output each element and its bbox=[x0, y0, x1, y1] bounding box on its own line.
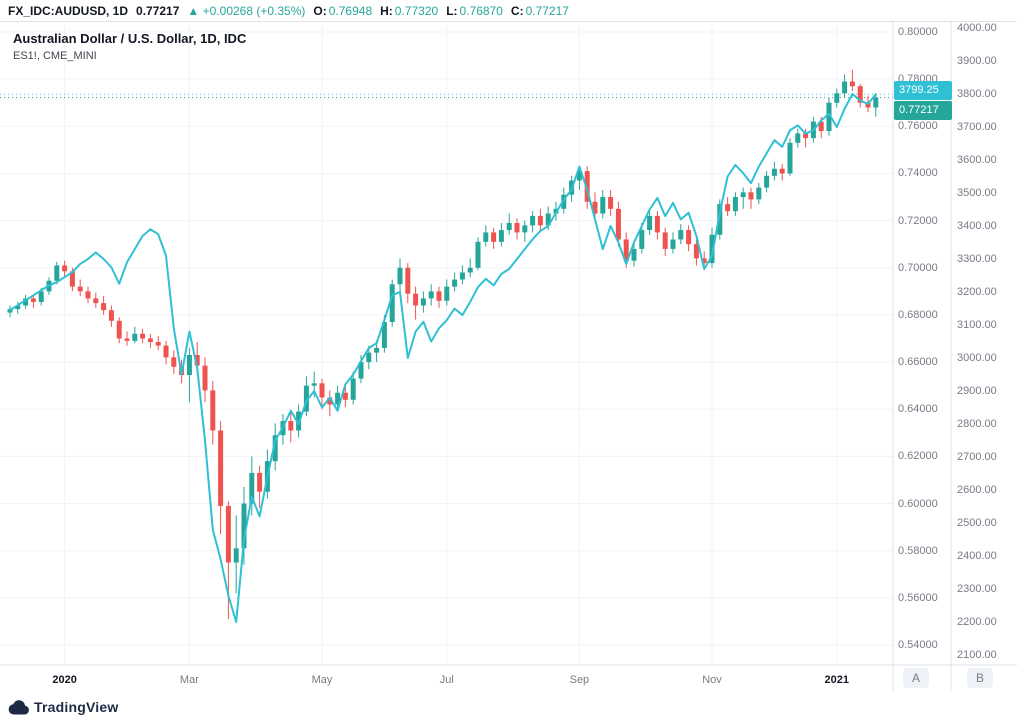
logo-text: TradingView bbox=[34, 699, 119, 715]
es-scale-label: 3200.00 bbox=[957, 286, 997, 298]
last-price: 0.77217 bbox=[136, 3, 180, 18]
symbol-info-bar: FX_IDC:AUDUSD, 1D 0.77217 ▲ +0.00268 (+0… bbox=[0, 0, 1017, 22]
up-arrow-icon: ▲ bbox=[187, 3, 200, 18]
ohlc-pair: L: 0.76870 bbox=[446, 4, 503, 18]
es-scale-label: 3100.00 bbox=[957, 319, 997, 331]
audusd-scale-label: 0.56000 bbox=[898, 591, 938, 604]
ohlc-pair: C: 0.77217 bbox=[511, 4, 569, 18]
audusd-scale-label: 0.62000 bbox=[898, 450, 938, 463]
ohlc-label: C: bbox=[510, 3, 524, 18]
change-value: +0.00268 (+0.35%) bbox=[202, 3, 306, 18]
es-scale-label: 3600.00 bbox=[957, 154, 997, 166]
audusd-scale-label: 0.54000 bbox=[898, 639, 938, 651]
es-scale-label: 4000.00 bbox=[957, 22, 997, 34]
time-label-may: May bbox=[311, 674, 333, 686]
price-scale-es[interactable] bbox=[951, 22, 1017, 665]
ohlc-label: L: bbox=[446, 3, 458, 18]
main-symbol-legend[interactable]: Australian Dollar / U.S. Dollar, 1D, IDC bbox=[13, 31, 247, 46]
symbol-title: FX_IDC:AUDUSD, 1D bbox=[8, 3, 129, 18]
time-label-mar: Mar bbox=[179, 674, 199, 686]
time-label-jul: Jul bbox=[439, 674, 454, 686]
audusd-scale-label: 0.74000 bbox=[898, 167, 938, 180]
cloud-icon bbox=[8, 699, 29, 715]
time-label-2020: 2020 bbox=[52, 674, 77, 686]
audusd-last-price-badge: 0.77217 bbox=[894, 101, 952, 120]
ohlc-value: 0.77320 bbox=[394, 3, 439, 18]
es-scale-label: 3700.00 bbox=[957, 121, 997, 133]
time-label-2021: 2021 bbox=[824, 674, 850, 686]
es-scale-label: 2300.00 bbox=[957, 583, 997, 595]
es-scale-label: 2600.00 bbox=[957, 484, 997, 496]
ohlc-pair: H: 0.77320 bbox=[380, 4, 438, 18]
audusd-scale-label: 0.70000 bbox=[898, 261, 938, 274]
es-scale-label: 2100.00 bbox=[957, 649, 997, 661]
ohlc-value: 0.76948 bbox=[328, 3, 373, 18]
ohlc-pair: O: 0.76948 bbox=[313, 4, 372, 18]
audusd-scale-label: 0.68000 bbox=[898, 308, 938, 321]
time-label-sep: Sep bbox=[569, 674, 590, 686]
audusd-scale-label: 0.60000 bbox=[898, 497, 938, 510]
es-scale-label: 2200.00 bbox=[957, 616, 997, 628]
audusd-scale-label: 0.58000 bbox=[898, 544, 938, 557]
scale-toggle-b-button[interactable]: B bbox=[967, 668, 993, 688]
ohlc-values: O: 0.76948 H: 0.77320 L: 0.76870 C: 0.77217 bbox=[313, 4, 569, 18]
audusd-scale-label: 0.72000 bbox=[898, 214, 938, 227]
es-scale-label: 2800.00 bbox=[957, 418, 997, 430]
es-scale-label: 3800.00 bbox=[957, 88, 997, 100]
time-label-nov: Nov bbox=[702, 674, 722, 686]
ohlc-value: 0.76870 bbox=[459, 3, 503, 18]
ohlc-label: H: bbox=[380, 3, 393, 18]
es-scale-label: 2900.00 bbox=[957, 385, 997, 397]
es-scale-label: 3400.00 bbox=[957, 220, 997, 232]
chart-legend[interactable]: Australian Dollar / U.S. Dollar, 1D, IDC… bbox=[13, 31, 246, 62]
tradingview-logo[interactable]: TradingView bbox=[8, 699, 118, 715]
es-scale-label: 3300.00 bbox=[957, 253, 997, 265]
es-scale-label: 2700.00 bbox=[957, 451, 997, 463]
audusd-scale-label: 0.66000 bbox=[898, 356, 938, 369]
es-scale-label: 3900.00 bbox=[957, 55, 997, 67]
ohlc-label: O: bbox=[313, 3, 327, 18]
audusd-scale-label: 0.76000 bbox=[898, 120, 938, 133]
price-change: ▲ +0.00268 (+0.35%) bbox=[187, 4, 305, 18]
audusd-scale-label: 0.80000 bbox=[898, 26, 938, 38]
scale-toggle-a-button[interactable]: A bbox=[903, 668, 929, 688]
overlay-symbol-legend[interactable]: ES1!, CME_MINI bbox=[13, 50, 97, 62]
es-last-price-badge: 3799.25 bbox=[894, 81, 952, 100]
es-scale-label: 3500.00 bbox=[957, 187, 997, 199]
ohlc-value: 0.77217 bbox=[525, 3, 569, 18]
es-scale-label: 2400.00 bbox=[957, 550, 997, 562]
audusd-scale-label: 0.64000 bbox=[898, 403, 938, 416]
es-scale-label: 2500.00 bbox=[957, 517, 997, 529]
es-scale-label: 3000.00 bbox=[957, 352, 997, 364]
